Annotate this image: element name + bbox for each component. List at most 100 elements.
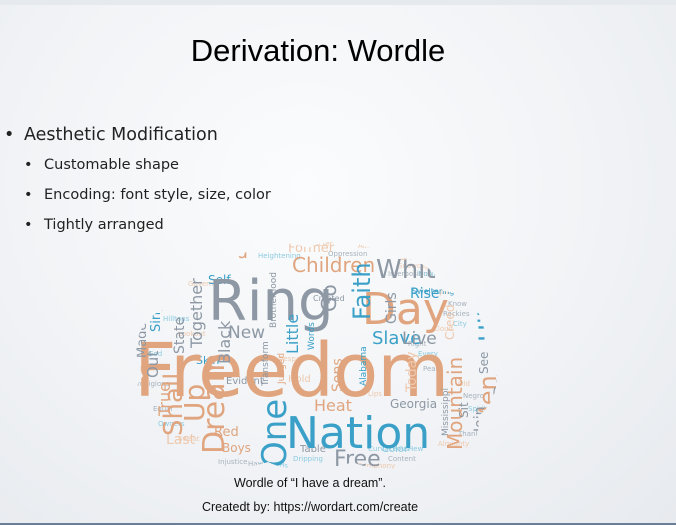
cloud-word: Skin bbox=[196, 354, 219, 367]
cloud-word: Slave bbox=[372, 328, 421, 349]
cloud-word: Symphony bbox=[358, 462, 395, 470]
cloud-word: Struggle bbox=[424, 255, 454, 263]
bullet-dot: • bbox=[24, 187, 33, 203]
bullet-sub-3-text: Tightly arranged bbox=[44, 217, 164, 233]
cloud-word: Negro bbox=[463, 392, 484, 400]
cloud-word: White bbox=[376, 255, 452, 285]
bullet-sub-2: • Encoding: font style, size, color bbox=[24, 187, 271, 203]
cloud-word: Free bbox=[334, 447, 381, 472]
wordcloud-credit: Createdt by: https://wordart.com/create bbox=[201, 500, 419, 514]
cloud-word: Know bbox=[448, 300, 467, 308]
cloud-word: Alleghenies bbox=[358, 242, 399, 250]
cloud-word: Together bbox=[187, 278, 206, 349]
cloud-word: Color bbox=[382, 444, 409, 455]
cloud-word: Curvaceous bbox=[368, 445, 410, 453]
cloud-word: Transform bbox=[261, 341, 271, 387]
cloud-word: Girls bbox=[384, 292, 400, 324]
wordcloud-image: Even Character Oppression Struggle Jail … bbox=[118, 236, 510, 472]
cloud-word: Stone bbox=[400, 249, 435, 263]
cloud-word: Out bbox=[144, 351, 162, 378]
cloud-word: Hew bbox=[408, 445, 424, 453]
cloud-word: Old bbox=[458, 380, 470, 388]
cloud-word: Down bbox=[492, 356, 508, 396]
bullet-dot: • bbox=[4, 125, 15, 145]
bullet-sub-2-text: Encoding: font style, size, color bbox=[44, 187, 271, 203]
cloud-word: Creed bbox=[443, 305, 457, 340]
cloud-word: Up bbox=[178, 384, 211, 422]
cloud-word: Prodigious bbox=[133, 380, 170, 388]
cloud-word: New bbox=[228, 323, 265, 343]
cloud-word: True bbox=[155, 382, 174, 417]
cloud-word: Black bbox=[215, 320, 234, 364]
cloud-word: Created bbox=[313, 294, 345, 303]
cloud-word: Sons bbox=[330, 358, 346, 392]
cloud-word: Owners bbox=[158, 420, 185, 428]
cloud-word: Mississippi bbox=[441, 388, 451, 436]
cloud-word: Judged bbox=[277, 353, 287, 385]
cloud-word: Today bbox=[404, 352, 420, 394]
cloud-word: Even bbox=[218, 246, 235, 254]
cloud-word: Shall bbox=[159, 373, 189, 436]
cloud-word: Hilltops bbox=[163, 315, 190, 323]
cloud-word: Alabama bbox=[359, 346, 369, 386]
cloud-word: Self bbox=[208, 273, 231, 287]
cloud-word: Thank bbox=[457, 430, 480, 438]
cloud-word: Rockies bbox=[443, 310, 470, 318]
cloud-word: Heightening bbox=[258, 252, 301, 260]
bullet-sub-1: • Customable shape bbox=[24, 157, 179, 173]
cloud-word: Equal bbox=[153, 405, 173, 413]
bullet-main: • Aesthetic Modification bbox=[4, 125, 218, 145]
cloud-word: City bbox=[453, 320, 467, 328]
cloud-word: Sing bbox=[149, 304, 164, 332]
cloud-word: Cloud bbox=[433, 325, 453, 333]
cloud-word: Evident bbox=[226, 376, 264, 387]
cloud-word: Spiritual bbox=[468, 405, 497, 413]
cloud-word: Little bbox=[283, 314, 302, 354]
cloud-word: Day bbox=[362, 284, 449, 335]
cloud-word: Words bbox=[307, 322, 317, 350]
cloud-word: Snowcapped bbox=[398, 262, 443, 270]
cloud-word: Georgia bbox=[390, 397, 437, 411]
cloud-word: Land bbox=[204, 242, 248, 263]
cloud-word: Heat bbox=[314, 396, 352, 415]
cloud-word: Governor bbox=[188, 280, 221, 288]
cloud-word: Mountain bbox=[443, 357, 467, 450]
cloud-word: Join bbox=[472, 407, 488, 433]
cloud-word: Peak bbox=[423, 365, 441, 373]
cloud-word: Lips bbox=[368, 390, 382, 398]
cloud-word: Despair bbox=[278, 355, 305, 363]
cloud-word: Every bbox=[418, 350, 438, 358]
cloud-word: God bbox=[148, 350, 162, 358]
cloud-word: Last bbox=[166, 432, 196, 448]
slide-title: Derivation: Wordle bbox=[190, 33, 446, 68]
cloud-word: Right bbox=[408, 340, 427, 348]
cloud-word: Former bbox=[288, 241, 335, 256]
bullet-main-text: Aesthetic Modification bbox=[24, 125, 218, 145]
cloud-word: Almighty bbox=[438, 440, 469, 448]
cloud-word: Sit bbox=[457, 402, 471, 418]
cloud-word: Dripping bbox=[293, 455, 323, 463]
cloud-word: Rise bbox=[410, 286, 440, 302]
cloud-word: Nation bbox=[286, 408, 430, 459]
cloud-word: Sweltering bbox=[412, 287, 454, 296]
bullet-sub-1-text: Customable shape bbox=[44, 157, 179, 173]
cloud-word: Having bbox=[248, 460, 273, 468]
wordcloud-svg: Even Character Oppression Struggle Jail … bbox=[133, 241, 508, 472]
cloud-word: Oppression bbox=[328, 250, 367, 258]
cloud-word: Live bbox=[402, 329, 437, 349]
bottom-line bbox=[0, 523, 676, 525]
cloud-word: Lookout bbox=[178, 330, 206, 338]
bullet-dot: • bbox=[24, 157, 33, 173]
cloud-word: Boys bbox=[222, 441, 251, 455]
cloud-word: Last bbox=[140, 365, 155, 373]
cloud-word: Hold bbox=[288, 374, 311, 385]
cloud-word: Red bbox=[214, 425, 239, 440]
cloud-word: Dream bbox=[197, 353, 232, 454]
cloud-word: Children bbox=[292, 253, 375, 277]
bullet-sub-3: • Tightly arranged bbox=[24, 217, 164, 233]
cloud-word: Freedom bbox=[134, 328, 448, 414]
cloud-word: Brotherhood bbox=[269, 272, 279, 328]
cloud-word: Hill bbox=[474, 304, 502, 342]
bullet-dot: • bbox=[24, 217, 33, 233]
